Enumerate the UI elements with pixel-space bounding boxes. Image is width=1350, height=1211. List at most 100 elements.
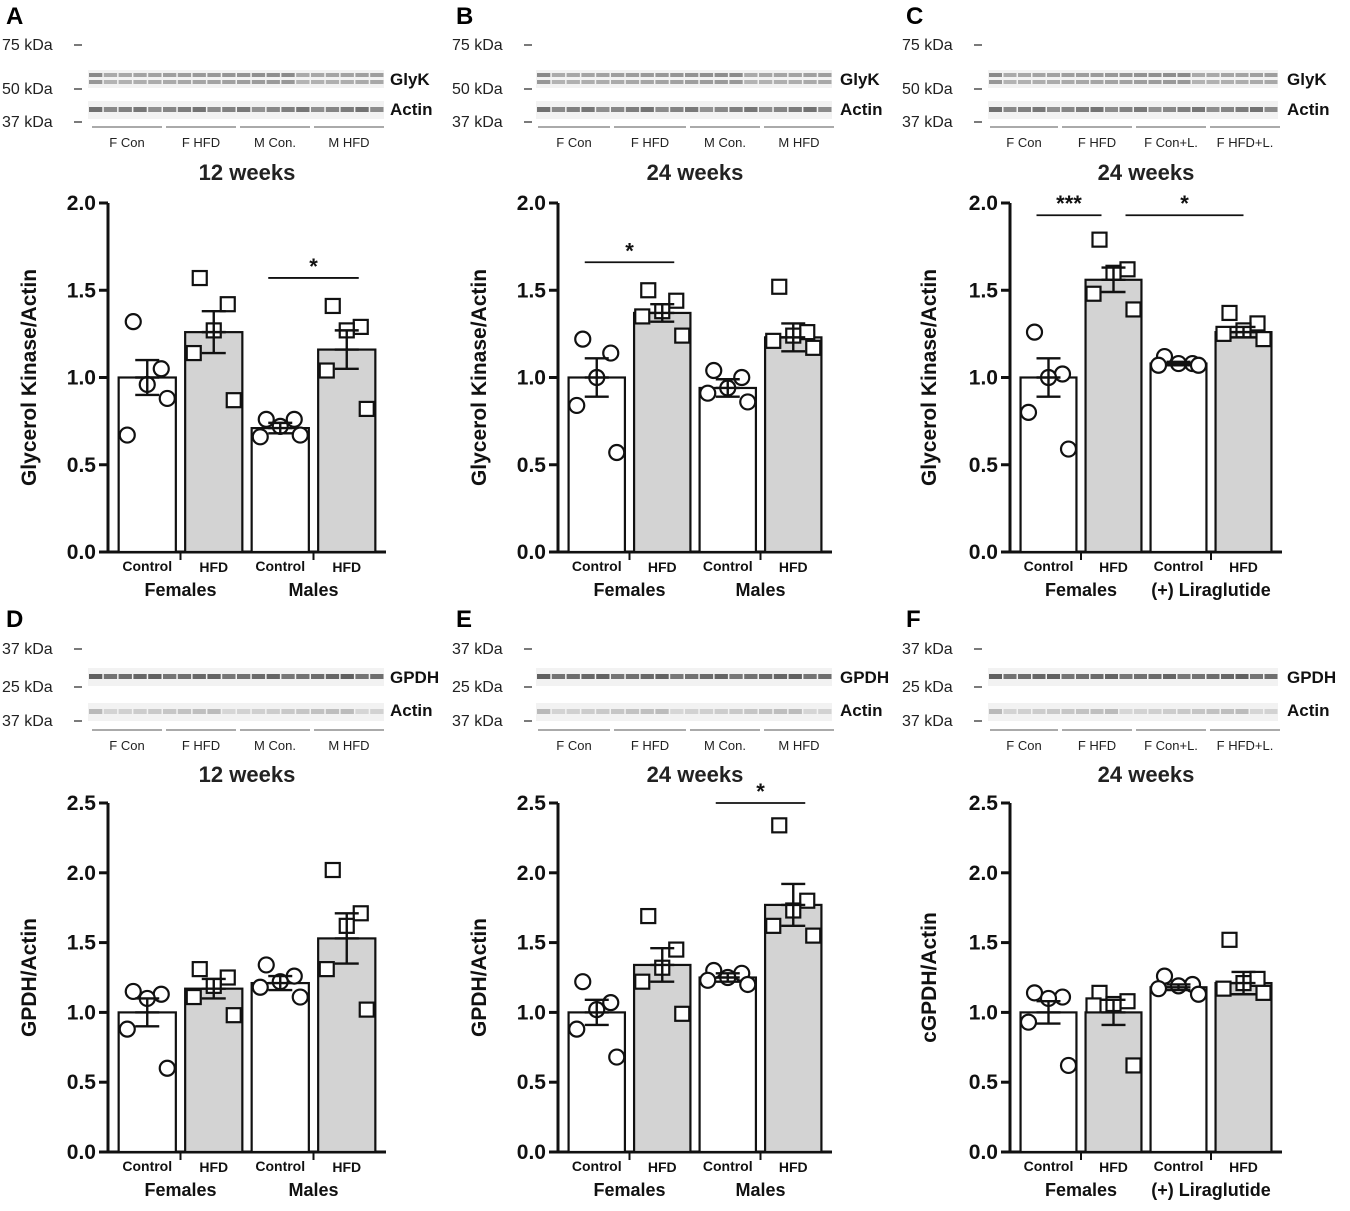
blot-lane-band	[1018, 80, 1031, 84]
lane-label: F Con	[109, 135, 144, 150]
blot-lane-band	[803, 80, 817, 84]
x-tick-label: HFD	[199, 1159, 228, 1175]
blot-lane-band	[148, 709, 162, 714]
data-point-square	[1249, 315, 1266, 332]
data-point-circle	[574, 973, 592, 991]
blot-lane-band	[581, 674, 595, 679]
data-point-square	[771, 278, 788, 295]
blot-lane-band	[670, 674, 684, 679]
blot-lane-band	[759, 674, 773, 679]
data-point-circle	[257, 410, 275, 428]
blot-lane-band	[1003, 73, 1017, 77]
blot-lane-band	[1047, 674, 1060, 679]
blot-lane-band	[1250, 80, 1263, 84]
blot-lane-band	[581, 73, 595, 77]
x-tick-label: Control	[703, 558, 753, 574]
panel-b: B 75 kDa 50 kDa 37 kDa GlyK Actin F Con F HFD M …	[452, 3, 883, 600]
band-label: GlyK	[390, 70, 430, 89]
blot-lane-band	[177, 80, 192, 84]
blot-lane-band	[581, 107, 595, 112]
blot-lane-band	[1206, 73, 1220, 77]
blot-strip	[988, 70, 1278, 88]
blot-lane-band	[1221, 107, 1234, 112]
blot-strip	[536, 703, 832, 721]
x-tick-label: Control	[122, 558, 172, 574]
blot-lane-band	[1235, 73, 1249, 77]
blot-lane-band	[1221, 674, 1234, 679]
y-tick-label: 2.0	[517, 862, 546, 885]
bar-control-g2	[250, 427, 310, 554]
blot-lane-band	[1018, 709, 1031, 714]
data-point-square	[640, 907, 657, 925]
blot-lane-band	[818, 73, 832, 77]
blot-lane-band	[370, 80, 384, 84]
blot-lane-band	[729, 107, 743, 112]
data-point-square	[1255, 984, 1272, 1001]
chart-title: 24 weeks	[1098, 160, 1195, 185]
blot-lane-band	[551, 674, 566, 679]
y-tick-label: 1.5	[969, 279, 999, 302]
panel-letter: E	[456, 606, 472, 633]
data-point-circle	[739, 393, 757, 411]
blot-lane-band	[1003, 107, 1017, 112]
data-point-square	[225, 392, 242, 409]
blot-lane-band	[1192, 80, 1205, 84]
blot-lane-band	[340, 107, 354, 112]
blot-band-glyk	[536, 70, 832, 88]
blot-lane-band	[551, 709, 566, 714]
band-label: GPDH	[390, 668, 439, 687]
blot-lane-band	[355, 73, 369, 77]
bar-control-g2	[1149, 362, 1208, 554]
x-tick-label: Control	[255, 1158, 305, 1174]
data-point-square	[1221, 304, 1238, 322]
blot-lane-band	[355, 709, 369, 714]
blot-lane-band	[714, 709, 728, 714]
blot-strip	[88, 70, 384, 88]
data-point-circle	[1059, 1056, 1078, 1075]
y-axis-label: GPDH/Actin	[18, 918, 41, 1037]
panel-c: C 75 kDa 50 kDa 37 kDa GlyK Actin F Con F HFD F …	[902, 3, 1330, 600]
significance-label: ***	[1056, 191, 1082, 216]
blot-lane-band	[103, 73, 118, 77]
y-tick-label: 0.5	[67, 454, 97, 477]
blot-lane-band	[596, 674, 610, 679]
blot-lane-band	[803, 709, 817, 714]
data-point-circle	[118, 1020, 136, 1038]
blot-lane-band	[163, 709, 177, 714]
group-label: Females	[1045, 1180, 1117, 1200]
y-tick-label: 0.0	[517, 1141, 546, 1164]
data-point-square	[225, 1007, 242, 1024]
blot-lane-band	[311, 80, 325, 84]
blot-lane-band	[133, 80, 147, 84]
y-tick-label: 1.5	[517, 932, 547, 955]
blot-lane-band	[596, 80, 610, 84]
data-point-circle	[1149, 356, 1168, 374]
blot-lane-band	[340, 80, 354, 84]
blot-lane-band	[655, 709, 669, 714]
blot-band-gpdh	[536, 668, 832, 686]
group-label: Females	[593, 580, 665, 600]
blot-lane-band	[222, 73, 236, 77]
blot-lane-band	[625, 674, 640, 679]
blot-lane-band	[773, 80, 788, 84]
blot-lane-band	[788, 80, 802, 84]
y-tick-label: 0.5	[517, 1071, 547, 1094]
kda-marker-label: 50 kDa	[452, 81, 503, 98]
blot-lane-band	[266, 80, 280, 84]
blot-lane-band	[148, 80, 162, 84]
chart-title: 12 weeks	[199, 160, 296, 185]
data-point-circle	[285, 410, 303, 428]
data-point-circle	[1189, 985, 1208, 1003]
blot-lane-band	[699, 674, 714, 679]
y-tick-label: 1.0	[67, 1001, 96, 1024]
blot-lane-band	[311, 107, 325, 112]
lane-label: F Con	[556, 135, 591, 150]
blot-lane-band	[1119, 709, 1133, 714]
blot-lane-band	[640, 674, 654, 679]
blot-lane-band	[281, 107, 295, 112]
data-point-square	[634, 308, 651, 325]
blot-lane-band	[281, 73, 295, 77]
blot-lane-band	[296, 73, 310, 77]
blot-lane-band	[237, 107, 251, 112]
blot-lane-band	[537, 73, 551, 77]
